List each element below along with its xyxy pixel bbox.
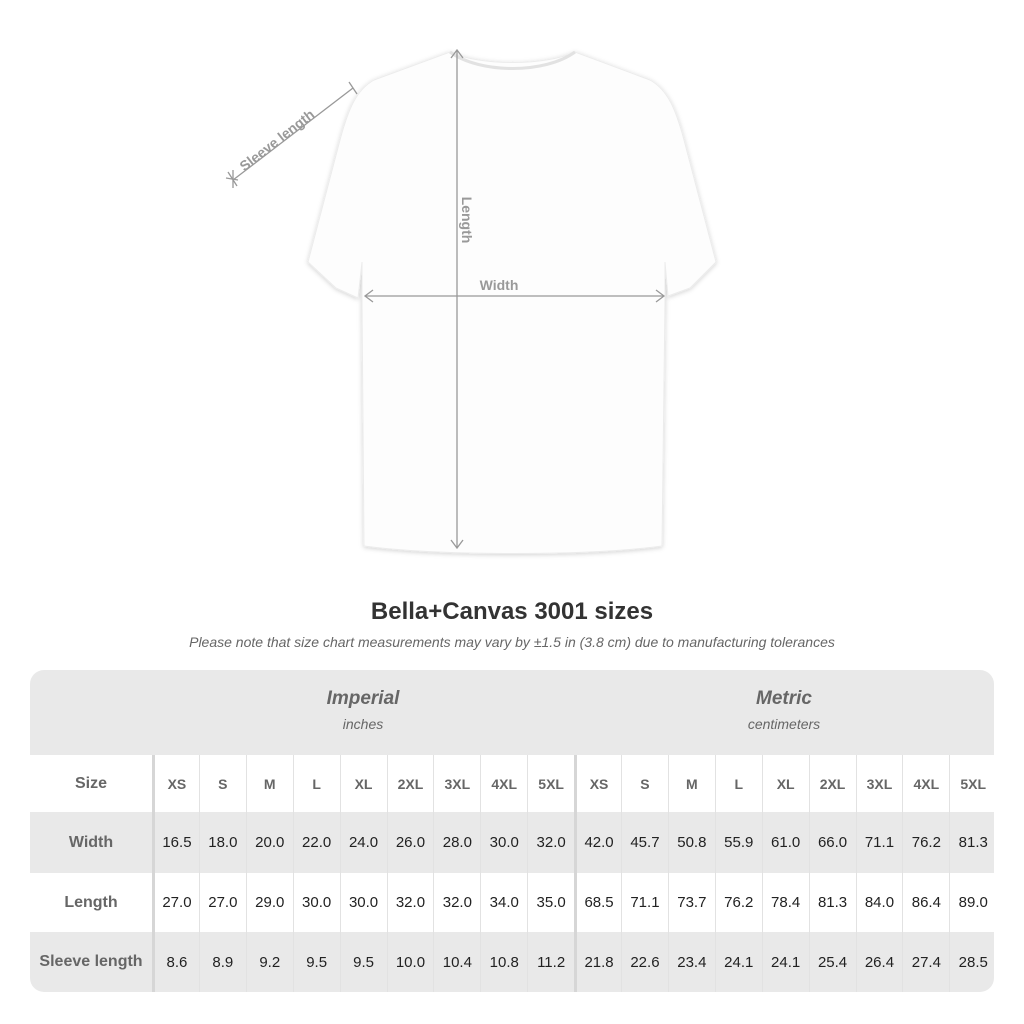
size-column-header: L [714,755,762,812]
size-column-header: S [198,755,246,812]
imperial-value-cell: 32.0 [527,812,574,873]
metric-value-cell: 21.8 [574,932,621,992]
imperial-value-cell: 10.8 [480,932,527,992]
metric-value-cell: 81.3 [808,873,856,932]
size-column-header: L [292,755,340,812]
row-label: Size [74,774,107,792]
imperial-value-cell: 8.9 [198,932,246,992]
size-column-header: S [621,755,668,812]
size-column-header: 5XL [949,755,994,812]
imperial-value-cell: 26.0 [386,812,434,873]
table-row: Length 27.0 27.0 29.0 30.0 30.0 32.0 32.0 34.0 35… [30,873,994,932]
size-column-header: 3XL [433,755,480,812]
size-column-header: 3XL [855,755,903,812]
metric-value-cell: 86.4 [902,873,949,932]
metric-value-cell: 55.9 [714,812,762,873]
imperial-value-cell: 30.0 [292,873,340,932]
size-column-header: 4XL [902,755,949,812]
imperial-value-cell: 24.0 [339,812,387,873]
size-column-header: 5XL [527,755,574,812]
imperial-value-cell: 30.0 [339,873,387,932]
metric-value-cell: 73.7 [667,873,715,932]
metric-value-cell: 22.6 [621,932,668,992]
imperial-header: Imperial inches [152,670,574,732]
imperial-value-cell: 11.2 [527,932,574,992]
imperial-value-cell: 9.2 [245,932,293,992]
table-row: Sleeve length 8.6 8.9 9.2 9.5 9.5 10.0 10.4 10.8… [30,932,994,992]
imperial-value-cell: 32.0 [433,873,480,932]
page-title: Bella+Canvas 3001 sizes [370,598,654,625]
imperial-value-cell: 27.0 [152,873,199,932]
size-column-header: 4XL [480,755,527,812]
table-row: Width 16.5 18.0 20.0 22.0 24.0 26.0 28.0 30.0 32.… [30,812,994,873]
metric-value-cell: 71.1 [621,873,668,932]
size-column-header: XL [339,755,387,812]
metric-title: Metric [756,688,812,709]
sleeve-length-label: Sleeve length [236,106,317,174]
imperial-value-cell: 9.5 [292,932,340,992]
imperial-value-cell: 18.0 [198,812,246,873]
size-table: Imperial inches Metric centimeters Size X… [30,670,994,992]
imperial-value-cell: 34.0 [480,873,527,932]
metric-value-cell: 89.0 [949,873,994,932]
imperial-unit: inches [342,716,384,732]
metric-value-cell: 71.1 [855,812,903,873]
metric-header: Metric centimeters [574,670,994,732]
metric-value-cell: 68.5 [574,873,621,932]
metric-value-cell: 45.7 [621,812,668,873]
imperial-value-cell: 35.0 [527,873,574,932]
table-header-band: Imperial inches Metric centimeters [30,670,994,755]
size-column-header: M [667,755,715,812]
imperial-value-cell: 32.0 [386,873,434,932]
imperial-value-cell: 16.5 [152,812,199,873]
imperial-value-cell: 9.5 [339,932,387,992]
metric-value-cell: 81.3 [949,812,994,873]
imperial-value-cell: 8.6 [152,932,199,992]
metric-value-cell: 26.4 [855,932,903,992]
row-label: Sleeve length [39,953,143,970]
size-column-header: XS [574,755,621,812]
imperial-title: Imperial [326,688,400,709]
tolerance-note: Please note that size chart measurements… [189,634,835,650]
metric-value-cell: 24.1 [761,932,809,992]
metric-value-cell: 76.2 [902,812,949,873]
metric-value-cell: 42.0 [574,812,621,873]
metric-unit: centimeters [747,716,821,732]
metric-value-cell: 84.0 [855,873,903,932]
size-column-header: 2XL [386,755,434,812]
imperial-value-cell: 29.0 [245,873,293,932]
metric-value-cell: 76.2 [714,873,762,932]
size-column-header: 2XL [808,755,856,812]
size-column-header: XL [761,755,809,812]
metric-value-cell: 28.5 [949,932,994,992]
row-label: Length [64,893,118,911]
imperial-value-cell: 10.4 [433,932,480,992]
metric-value-cell: 23.4 [667,932,715,992]
width-label: Width [480,277,519,293]
metric-value-cell: 78.4 [761,873,809,932]
size-header-row: Size XS S M L XL 2XL 3XL 4XL 5XL XS S M L XL 2XL 3XL 4XL 5… [30,755,994,812]
metric-value-cell: 66.0 [808,812,856,873]
size-column-header: M [245,755,293,812]
imperial-value-cell: 30.0 [480,812,527,873]
metric-value-cell: 61.0 [761,812,809,873]
metric-value-cell: 50.8 [667,812,715,873]
imperial-value-cell: 10.0 [386,932,434,992]
imperial-value-cell: 22.0 [292,812,340,873]
imperial-value-cell: 28.0 [433,812,480,873]
metric-value-cell: 27.4 [902,932,949,992]
imperial-value-cell: 27.0 [198,873,246,932]
tshirt-shape [307,51,717,554]
metric-value-cell: 25.4 [808,932,856,992]
tshirt-diagram: Sleeve length Length Width [225,48,717,554]
row-label: Width [68,833,114,851]
metric-value-cell: 24.1 [714,932,762,992]
size-column-header: XS [152,755,199,812]
imperial-value-cell: 20.0 [245,812,293,873]
length-label: Length [459,197,475,244]
